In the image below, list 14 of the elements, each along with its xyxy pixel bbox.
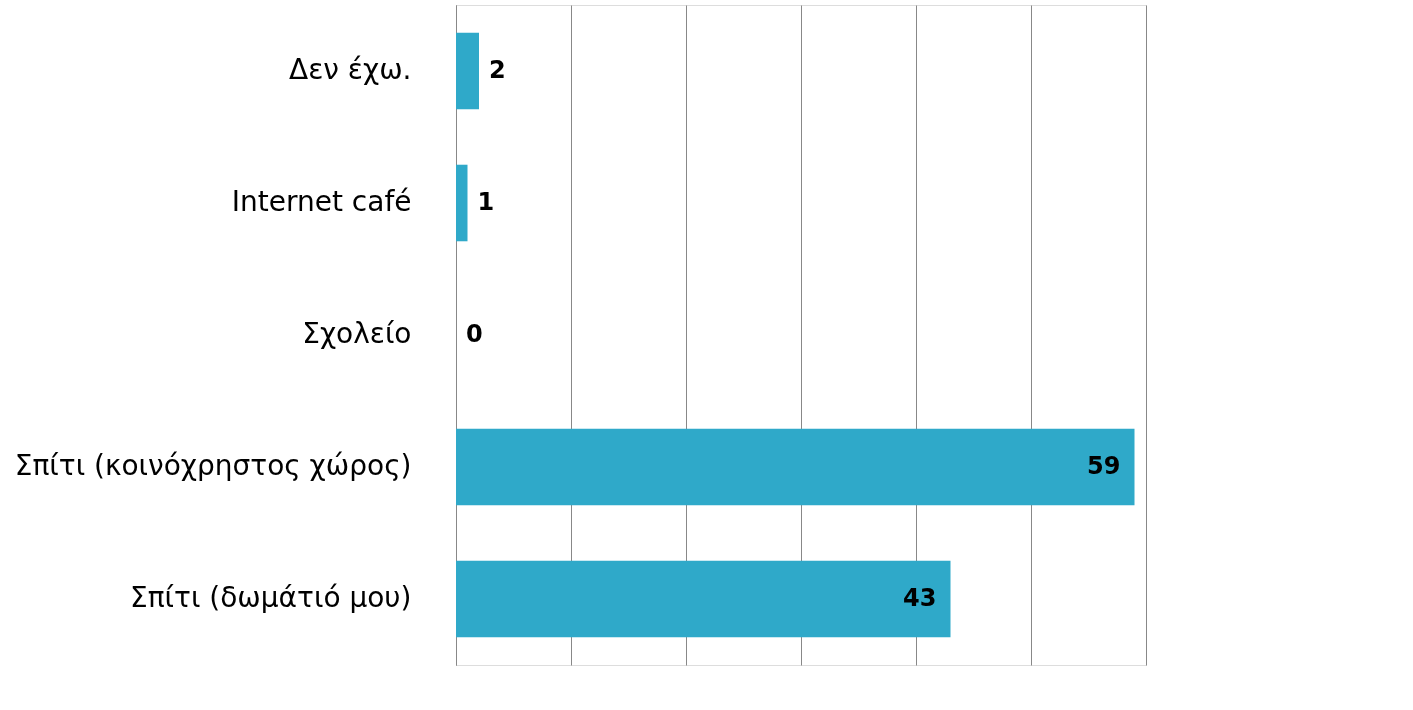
data-label: 0	[466, 320, 483, 348]
bar	[456, 560, 951, 638]
data-label: 43	[903, 584, 937, 612]
data-label: 2	[489, 56, 506, 84]
data-label: 59	[1087, 452, 1121, 480]
bar	[456, 428, 1135, 506]
bar	[456, 164, 468, 242]
y-tick-label: Σπίτι (κοινόχρηστος χώρος)	[14, 449, 412, 482]
y-tick-label: Δεν έχω.	[289, 53, 412, 86]
y-tick-label: Internet café	[231, 185, 412, 218]
y-tick-label: Σπίτι (δωμάτιό μου)	[130, 581, 412, 614]
data-label: 1	[477, 188, 495, 216]
bar	[456, 32, 479, 110]
y-tick-label: Σχολείο	[302, 317, 412, 350]
